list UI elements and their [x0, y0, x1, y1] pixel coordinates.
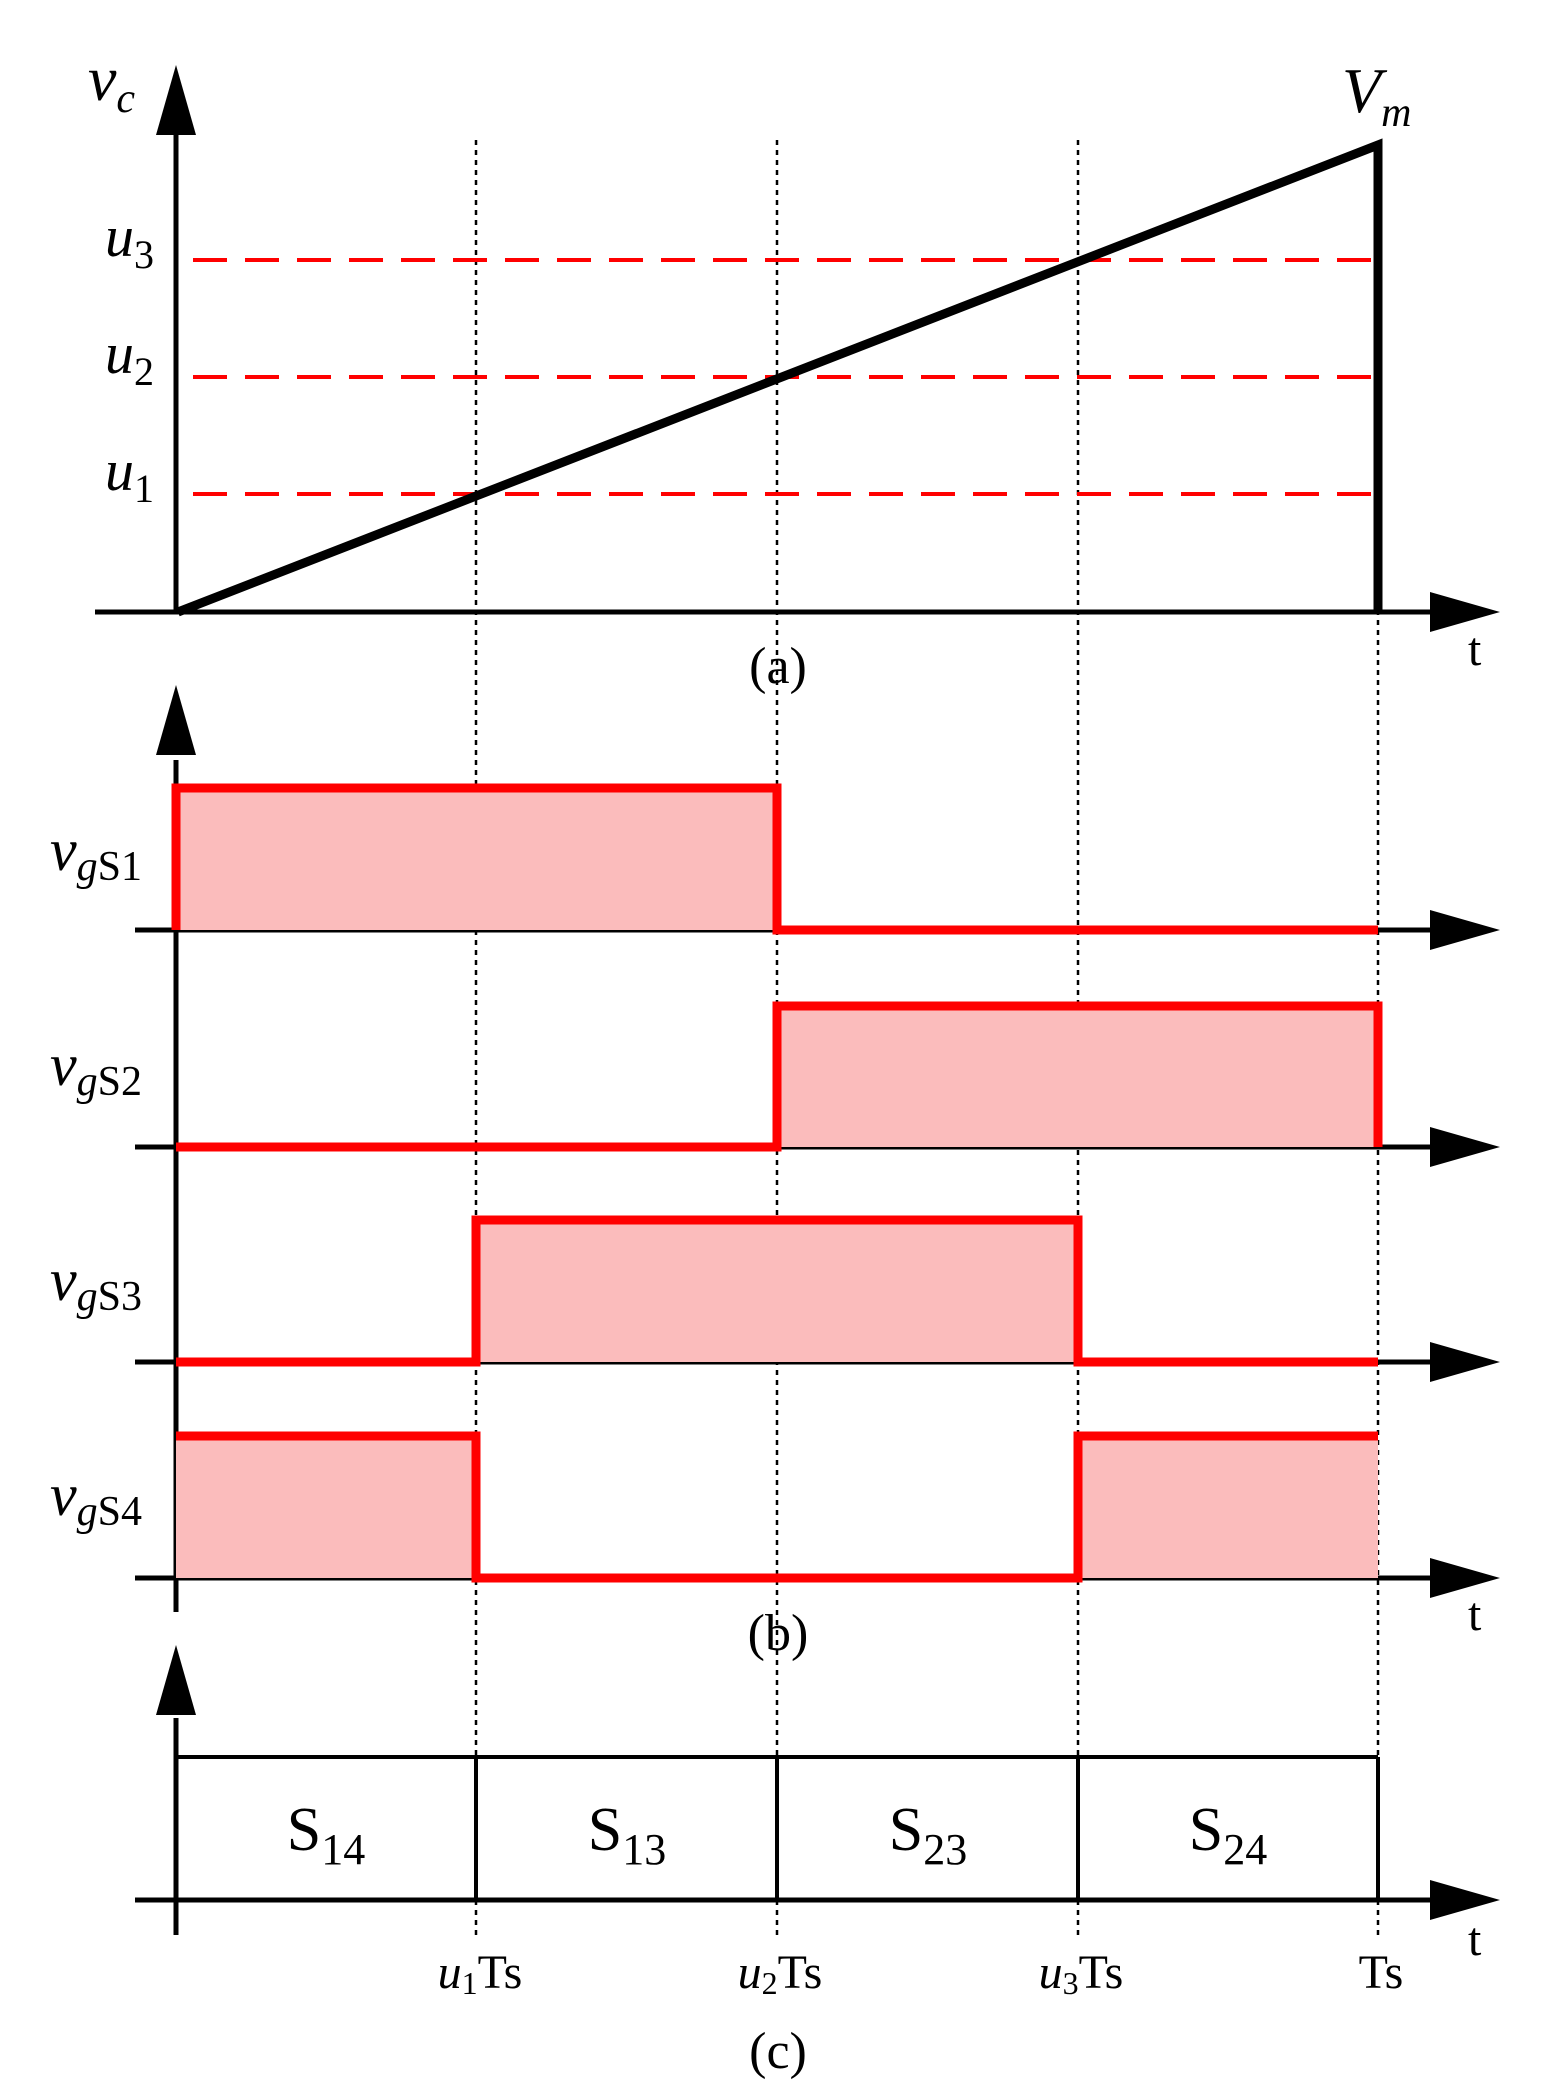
state-s13: S13	[588, 1796, 666, 1874]
peak-voltage-label: Vm	[1342, 55, 1411, 136]
tick-u3ts: u3Ts	[1039, 1946, 1124, 2001]
level-u2-label: u2	[105, 321, 154, 394]
panel-c-y-arrow	[156, 1645, 196, 1715]
vgs1-label: vgS1	[50, 817, 142, 890]
tick-ts: Ts	[1359, 1946, 1404, 1999]
vgs3-waveform	[176, 1215, 1378, 1367]
panel-c: S14 S13 S23 S24 u1Ts u2Ts u3Ts Ts t (c)	[135, 1645, 1500, 2080]
panel-b: vgS1 vgS2 vgS3 vgS4 t (b)	[50, 685, 1500, 1662]
tick-u1ts: u1Ts	[438, 1946, 523, 2001]
vgs2-label: vgS2	[50, 1032, 142, 1105]
vgs4-high-fill-left	[176, 1436, 476, 1578]
panel-a-t-arrow	[1430, 592, 1500, 632]
level-u3-label: u3	[105, 204, 154, 277]
state-s14: S14	[287, 1796, 365, 1874]
panel-a: vc Vm u3 u2 u1 t (a)	[88, 43, 1500, 695]
vgs3-label: vgS3	[50, 1247, 142, 1320]
panel-b-caption: (b)	[748, 1605, 809, 1662]
vgs1-waveform	[171, 783, 1378, 935]
vgs2-waveform	[176, 1001, 1383, 1152]
panel-c-t-arrow	[1430, 1880, 1500, 1920]
vgs3-high-fill	[476, 1220, 1078, 1362]
carrier-sawtooth	[176, 138, 1383, 617]
vgs4-label: vgS4	[50, 1462, 142, 1535]
vgs3-t-arrow	[1430, 1342, 1500, 1382]
panel-c-t-label: t	[1468, 1913, 1482, 1966]
panel-b-t-label: t	[1468, 1588, 1482, 1641]
panel-a-y-arrow	[156, 65, 196, 135]
time-guides	[474, 140, 1380, 1935]
panel-a-t-label: t	[1468, 623, 1482, 676]
state-s24: S24	[1189, 1796, 1267, 1874]
vgs1-high-fill	[176, 788, 777, 930]
vgs1-t-arrow	[1430, 910, 1500, 950]
vgs2-t-arrow	[1430, 1127, 1500, 1167]
panel-a-caption: (a)	[749, 638, 807, 695]
level-u1-label: u1	[105, 438, 154, 511]
tick-u2ts: u2Ts	[738, 1946, 823, 2001]
vgs4-high-fill-right	[1078, 1436, 1378, 1578]
vgs2-high-fill	[777, 1006, 1378, 1147]
vgs4-t-arrow	[1430, 1558, 1500, 1598]
carrier-axis-label: vc	[88, 43, 135, 122]
state-s23: S23	[889, 1796, 967, 1874]
vgs4-waveform	[176, 1431, 1378, 1583]
panel-c-caption: (c)	[749, 2023, 807, 2080]
panel-b-y-arrow	[156, 685, 196, 755]
